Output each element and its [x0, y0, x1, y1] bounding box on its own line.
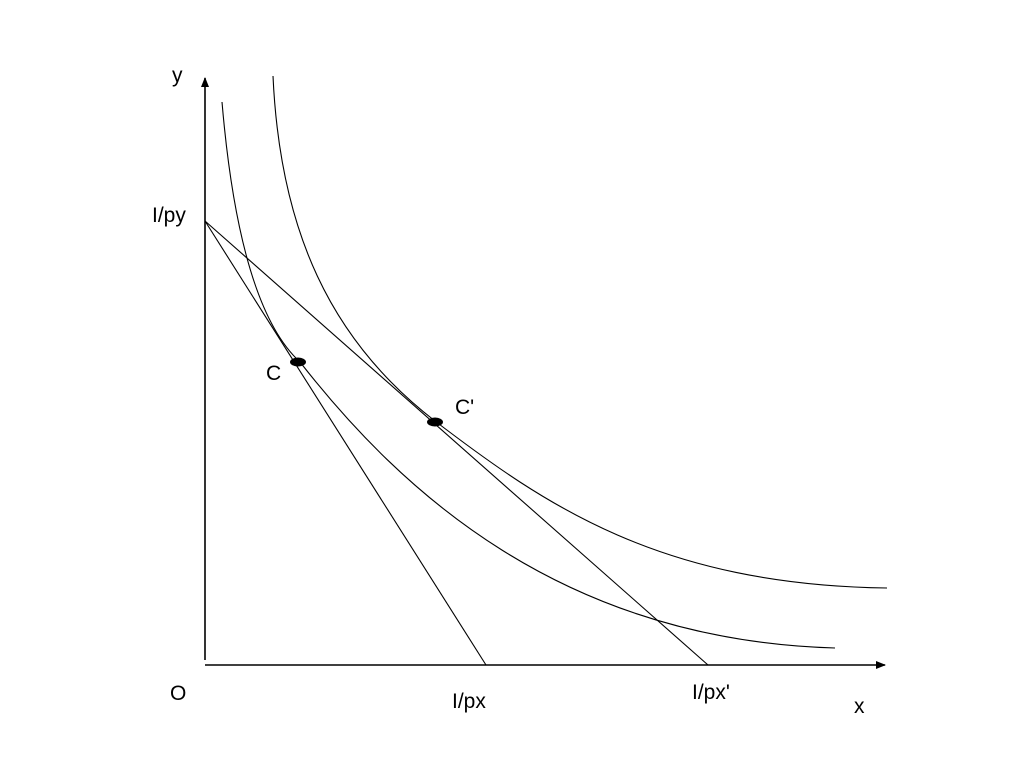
indifference-curve-lower — [221, 101, 836, 649]
point-c-marker — [290, 357, 306, 367]
x-intercept-new-label: I/px' — [692, 681, 730, 704]
point-c-prime-label: C' — [455, 396, 474, 419]
origin-label: O — [170, 682, 186, 705]
budget-line-new — [204, 220, 709, 666]
budget-line-original — [204, 220, 487, 666]
x-intercept-original-label: I/px — [452, 690, 486, 713]
indifference-curve-higher — [272, 75, 888, 589]
x-axis-label: x — [854, 695, 865, 718]
y-axis-label: y — [172, 64, 183, 87]
point-c-prime-marker — [427, 417, 443, 427]
point-c-label: C — [266, 362, 281, 385]
y-intercept-label: I/py — [152, 204, 186, 227]
